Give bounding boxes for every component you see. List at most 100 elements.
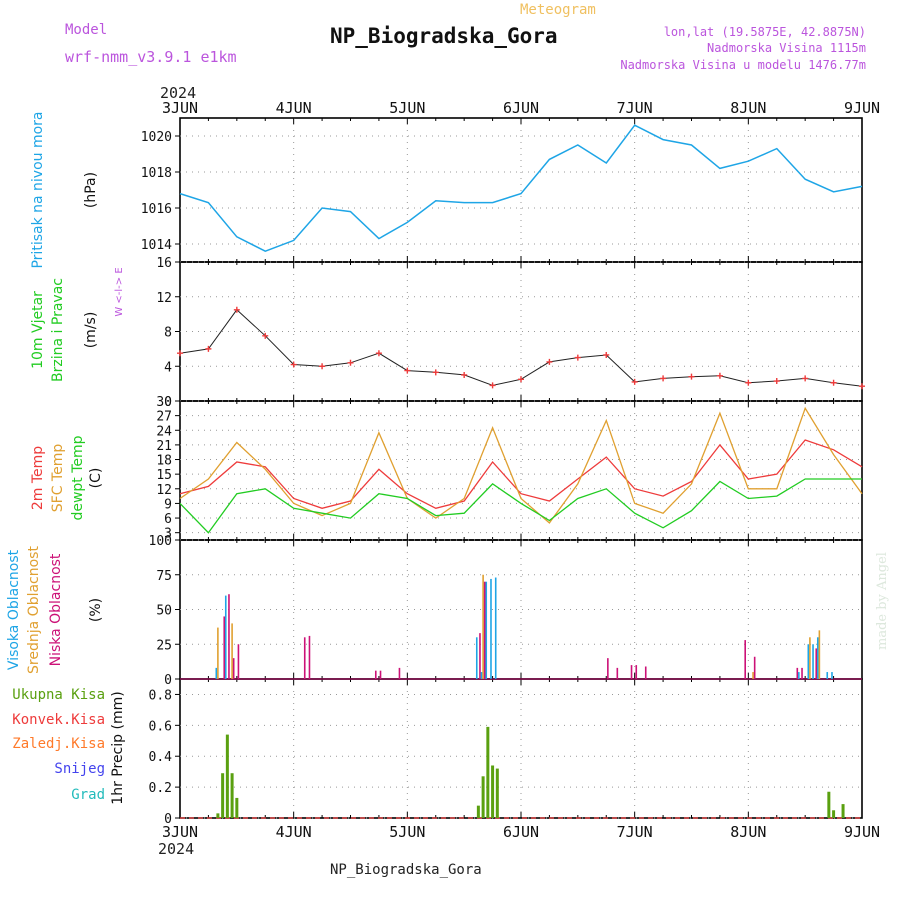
y-tick-label: 24 [156,424,172,439]
y-tick-label: 75 [156,569,172,584]
wind-gust-marker [432,369,439,376]
y-tick-label: 27 [156,410,172,425]
wind-gust-marker [688,373,695,380]
y-tick-label: 12 [156,483,172,498]
y-tick-label: 21 [156,439,172,454]
y-tick-label: 9 [164,497,172,512]
wind-gust-marker [859,383,865,390]
precip-bar [235,797,239,818]
temp-series-line-1 [179,406,863,524]
precip-legend-item: Grad [71,787,105,803]
altitude-text: Nadmorska Visina 1115m [707,41,866,55]
wind-gust-marker [205,345,212,352]
cloud-bar [831,672,833,679]
panel-frame-temperature [179,400,863,541]
wind-gust-marker [319,363,326,370]
y-tick-label: 12 [156,291,172,306]
cloud-bar [482,574,484,679]
precip-legend-item: Snijeg [54,761,105,777]
cloud-axis-label-low: Niska Oblacnost [48,553,64,666]
wind-gust-marker [716,372,723,379]
wind-gust-marker [660,375,667,382]
cloud-bar [398,667,401,679]
cloud-bar [374,670,377,679]
precip-bar [841,804,845,818]
y-tick-label: 16 [156,256,172,271]
x-tick-label-top: 6JUN [503,99,539,117]
y-tick-label: 18 [156,454,172,469]
temp-axis-label-2m: 2m Temp [30,446,46,510]
cloud-bar [798,672,800,679]
cloud-bar [809,637,811,679]
cloud-bar [607,658,609,679]
cloud-axis-label-mid: Srednja Oblacnost [26,546,42,674]
y-tick-label: 0.2 [149,781,172,796]
y-tick-label: 0 [164,673,172,688]
wind-gust-marker [518,376,524,383]
precip-bar [827,791,831,818]
cloud-bar [801,667,803,679]
cloud-bar [303,637,306,679]
wind-gust-marker [830,379,837,386]
precip-bar [221,773,225,818]
cloud-bar [815,648,818,679]
cloud-bar [753,656,756,679]
temp-series-line-2 [179,478,862,534]
y-tick-label: 0.4 [149,750,173,765]
wind-gust-marker [347,359,354,366]
chart-title: NP_Biogradska_Gora [330,24,558,48]
wind-gust-marker [773,378,780,385]
wind-gust-marker [745,379,752,386]
footer-title: NP_Biogradska_Gora [330,862,482,878]
wind-axis-label-a: 10m Vjetar [30,291,46,369]
cloud-bar [812,644,814,679]
precip-axis-label: 1hr Precip (mm) [110,691,126,804]
y-tick-label: 0 [164,812,172,827]
panel-frame-precipitation [179,678,863,819]
wind-gust-marker [375,350,382,357]
cloud-bar [635,665,638,679]
y-tick-label: 30 [156,395,172,410]
cloud-bar [215,667,218,679]
cloud-bar [485,581,488,679]
x-tick-label-bottom: 4JUN [276,823,312,841]
precip-bar [230,773,234,818]
cloud-bar [490,578,492,679]
year-bottom: 2024 [158,840,194,858]
cloud-bar [630,665,633,679]
cloud-bar [479,633,481,679]
cloud-bar [224,595,227,679]
precip-legend-item: Zaledj.Kisa [12,736,105,752]
chart-layers: 1014101610181020048121636912151821242730… [6,99,880,841]
wind-gust-marker [574,354,581,361]
cloud-bar [752,672,754,679]
cloud-bar [796,667,799,679]
cloud-bar [826,672,829,679]
cloud-bar [816,637,819,679]
pressure-series-line [179,124,863,253]
cloud-bar [217,627,219,679]
wind-gust-marker [546,358,553,365]
precip-bar [495,768,499,818]
wind-gust-marker [404,367,411,374]
wind-gust-marker [177,350,183,357]
wind-speed-line [179,309,863,387]
cloud-bar [308,635,311,679]
cloud-unit-label: (%) [88,598,104,622]
x-tick-label-bottom: 8JUN [730,823,766,841]
y-tick-label: 3 [164,527,172,542]
precip-bar [225,734,229,818]
y-tick-label: 0.8 [149,688,172,703]
y-tick-label: 0.6 [149,719,172,734]
cloud-bar [644,666,647,679]
x-tick-label-top: 4JUN [276,99,312,117]
cloud-bar [616,667,619,679]
cloud-bar [475,637,478,679]
wind-axis-label-b: Brzina i Pravac [50,278,66,382]
x-tick-label-bottom: 5JUN [389,823,425,841]
x-tick-label-bottom: 9JUN [844,823,880,841]
cloud-bar [223,616,226,679]
lonlat-text: lon,lat (19.5875E, 42.8875N) [664,25,866,39]
cloud-bar [232,658,235,679]
